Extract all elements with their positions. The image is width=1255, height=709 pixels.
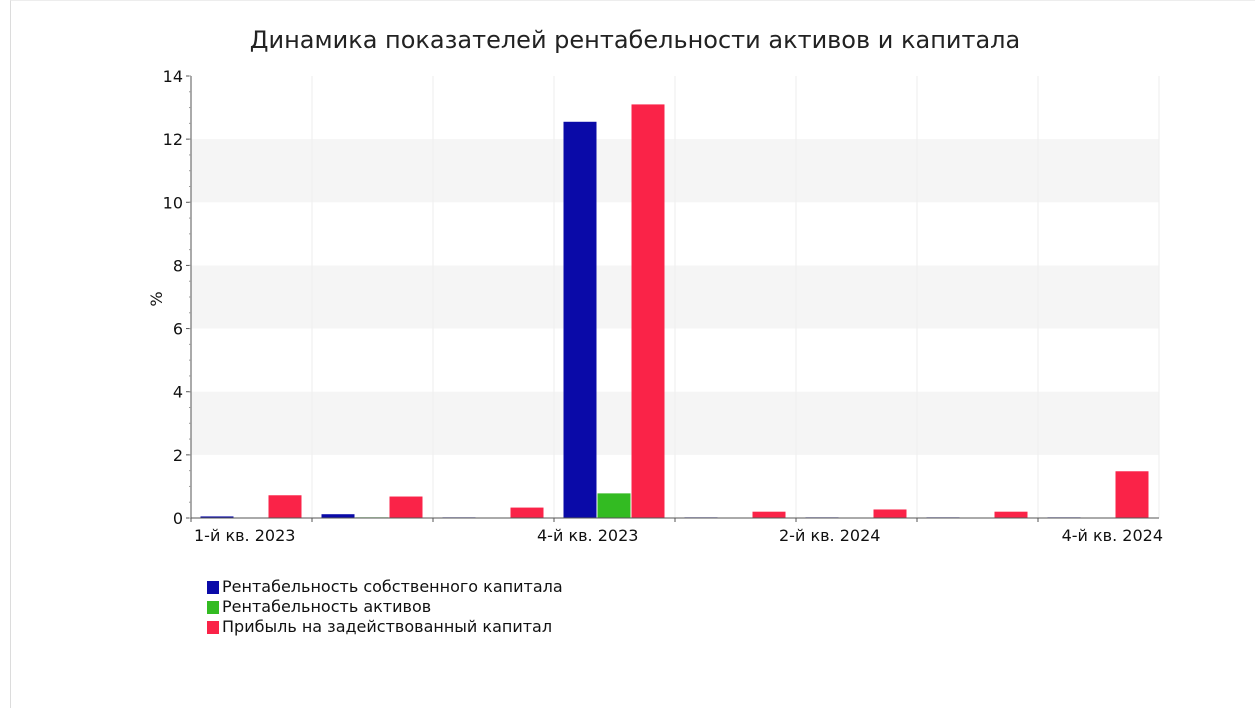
y-tick-label: 8 xyxy=(173,256,183,275)
bar xyxy=(269,495,302,518)
legend-label-roe: Рентабельность собственного капитала xyxy=(222,577,563,597)
x-tick-label: 4-й кв. 2024 xyxy=(1062,526,1163,545)
y-tick-label: 12 xyxy=(163,130,183,149)
bar xyxy=(598,493,631,518)
legend-item-roe: Рентабельность собственного капитала xyxy=(207,577,563,597)
bar xyxy=(390,497,423,518)
bar xyxy=(874,509,907,518)
chart-title: Динамика показателей рентабельности акти… xyxy=(250,26,1020,54)
legend-label-roa: Рентабельность активов xyxy=(222,597,431,617)
legend-swatch-roce xyxy=(207,621,219,634)
y-tick-label: 0 xyxy=(173,509,183,528)
y-tick-label: 2 xyxy=(173,446,183,465)
x-tick-label: 4-й кв. 2023 xyxy=(537,526,638,545)
x-tick-label: 1-й кв. 2023 xyxy=(194,526,295,545)
bar xyxy=(632,104,665,518)
chart: Динамика показателей рентабельности акти… xyxy=(11,1,1255,709)
legend-item-roa: Рентабельность активов xyxy=(207,597,563,617)
bar xyxy=(995,512,1028,518)
chart-panel: Динамика показателей рентабельности акти… xyxy=(10,0,1255,708)
bar xyxy=(511,508,544,518)
legend: Рентабельность собственного капитала Рен… xyxy=(207,577,563,637)
legend-item-roce: Прибыль на задействованный капитал xyxy=(207,617,563,637)
bar xyxy=(1116,471,1149,518)
y-axis-label: % xyxy=(147,291,166,306)
x-tick-label: 2-й кв. 2024 xyxy=(779,526,880,545)
y-tick-label: 14 xyxy=(163,67,183,86)
bar xyxy=(322,514,355,518)
x-tick-labels: 1-й кв. 2023 4-й кв. 2023 2-й кв. 2024 4-й … xyxy=(194,526,1163,545)
bar xyxy=(564,122,597,518)
legend-swatch-roe xyxy=(207,581,219,594)
y-tick-label: 10 xyxy=(163,193,183,212)
y-tick-label: 6 xyxy=(173,320,183,339)
legend-label-roce: Прибыль на задействованный капитал xyxy=(222,617,552,637)
bar xyxy=(753,512,786,518)
legend-swatch-roa xyxy=(207,601,219,614)
y-tick-label: 4 xyxy=(173,383,183,402)
